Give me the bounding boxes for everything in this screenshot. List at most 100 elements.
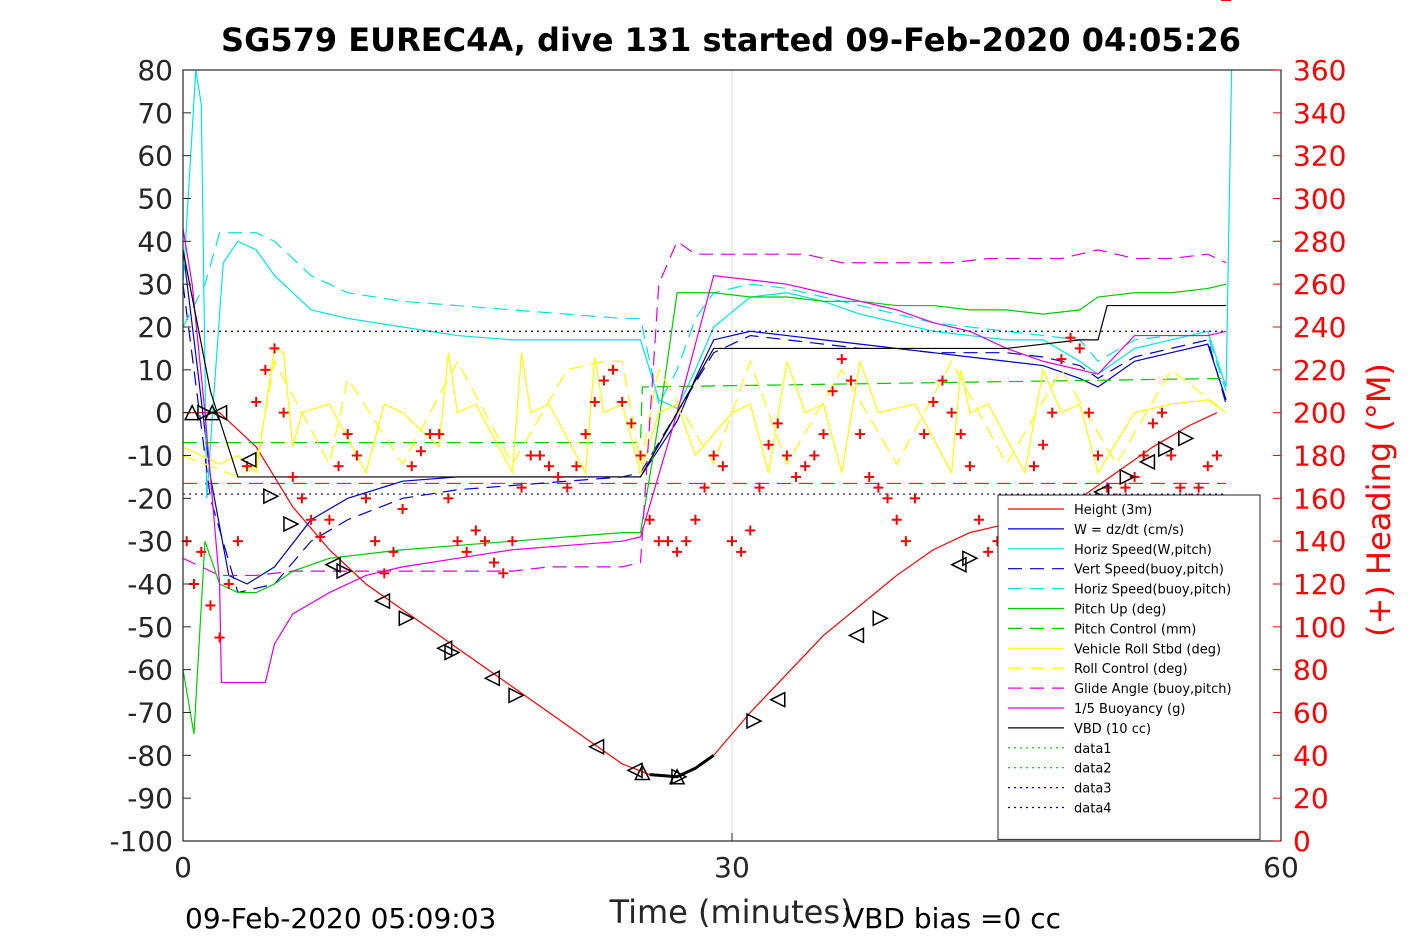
heading-point [1193,482,1204,493]
heading-point [827,386,838,397]
y2-tick-label: 180 [1293,440,1346,473]
heading-point [425,429,436,440]
legend-label: data3 [1074,782,1112,797]
heading-point [1175,482,1186,493]
heading-point [415,446,426,457]
x-axis-label: Time (minutes) [609,893,853,931]
y-tick-label: 30 [137,268,173,301]
y2-tick-label: 60 [1293,697,1329,730]
triangle-marker [847,627,865,644]
heading-point [964,461,975,472]
heading-point [662,536,673,547]
y2-tick-label: 280 [1293,225,1346,258]
heading-point [983,546,994,557]
heading-point [1138,450,1149,461]
heading-point [690,514,701,525]
series-line-9 [182,240,1227,577]
heading-point [580,429,591,440]
y-tick-label: -70 [127,697,173,730]
x-axis: 0 30 60 [174,833,1299,884]
footer-vbd-bias: VBD bias =0 cc [845,902,1061,935]
legend-label: 1/5 Buoyancy (g) [1074,702,1185,717]
x-tick-label: 30 [714,851,750,884]
series-line-1 [182,249,1227,585]
heading-point [882,493,893,504]
triangle-marker [587,738,605,755]
heading-point [379,568,390,579]
heading-point [434,429,445,440]
y2-tick-label: 0 [1293,825,1311,858]
heading-point [351,450,362,461]
y-tick-label: 0 [155,397,173,430]
legend-label: Roll Control (deg) [1074,662,1188,677]
y2-tick-label: 100 [1293,611,1346,644]
y2-tick-label: 80 [1293,654,1329,687]
heading-point [232,536,243,547]
heading-point [589,396,600,407]
triangle-marker [769,691,786,708]
y2-tick-label: 160 [1293,482,1346,515]
right-y-axis: 3603403203002802602402202001801601401201… [1273,54,1346,858]
heading-point [855,429,866,440]
heading-point [406,461,417,472]
legend-label: data4 [1074,802,1112,817]
heading-point [836,354,847,365]
heading-point [196,546,207,557]
heading-point [681,536,692,547]
y-tick-label: 70 [137,97,173,130]
heading-point [727,536,737,547]
heading-point [260,364,271,375]
heading-point [845,375,856,386]
y2-tick-label: 240 [1293,311,1346,344]
triangle-marker [483,670,501,687]
triangle-marker [240,451,257,468]
heading-point [1147,418,1158,429]
heading-point [955,429,966,440]
heading-point [534,450,545,461]
heading-point [370,536,381,547]
series-line-7 [182,347,1227,475]
y-tick-label: -40 [127,568,173,601]
triangle-marker [324,556,341,573]
series-line-11 [182,249,1227,478]
footer-timestamp: 09-Feb-2020 05:09:03 [185,902,496,935]
x-tick-label: 0 [174,851,192,884]
triangle-marker [508,687,525,704]
heading-point [974,514,985,525]
heading-point [937,375,948,386]
heading-point [205,600,216,611]
y2-tick-label: 220 [1293,354,1346,387]
legend-label: Pitch Control (mm) [1074,622,1196,637]
legend-box [997,494,1261,840]
triangle-marker [210,404,228,421]
y-tick-label: -80 [127,739,173,772]
heading-point [672,546,683,557]
y-tick-label: -20 [127,482,173,515]
y2-tick-label: 360 [1293,54,1346,87]
y2-tick-label: 320 [1293,140,1346,173]
heading-point [1047,407,1058,418]
y-tick-label: 80 [137,54,173,87]
heading-point [525,450,536,461]
triangle-marker [634,763,651,781]
triangle-marker [373,592,391,610]
y2-tick-label: 40 [1293,739,1329,772]
heading-point [498,568,509,579]
heading-point [571,461,582,472]
heading-point [214,632,225,643]
y2-tick-label: 120 [1293,568,1346,601]
legend-label: Horiz Speed(buoy,pitch) [1074,583,1231,598]
y2-tick-label: 340 [1293,97,1346,130]
heading-point [1065,332,1076,343]
heading-point [763,439,774,450]
series-line-2 [182,69,1233,499]
triangle-marker [444,644,461,661]
heading-point [342,429,353,440]
triangle-marker [668,768,686,785]
right-y-axis-label: (+) Heading (°M) [1360,363,1398,637]
triangle-marker [204,403,221,421]
series-line-6 [183,377,1227,444]
heading-point [708,450,719,461]
heading-point [745,525,756,536]
triangle-marker [1157,440,1175,458]
